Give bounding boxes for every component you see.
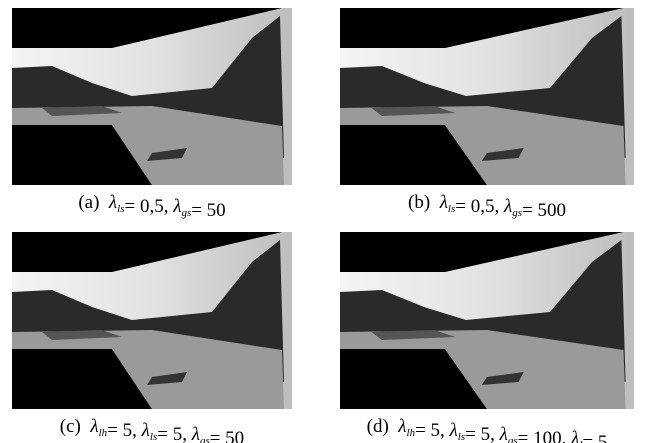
caption-text: = 50 xyxy=(191,200,225,221)
panorama-image xyxy=(340,8,634,185)
caption-text: λ xyxy=(172,196,181,217)
subscript: gs xyxy=(181,207,191,219)
subscript: ls xyxy=(458,431,465,443)
caption-text: λ xyxy=(499,424,508,443)
caption-text: = 5, xyxy=(157,424,191,443)
figure: (a) λls= 0,5, λgs= 50(b) λls= 0,5, λgs= … xyxy=(0,0,656,443)
caption-text: = 5, xyxy=(107,420,141,441)
caption: (d) λlh= 5, λls= 5, λgs= 100, λl= 5 xyxy=(367,416,608,443)
caption: (c) λlh= 5, λls= 5, λgs= 50 xyxy=(60,416,244,443)
panorama-image xyxy=(12,232,292,409)
caption-text: = 50 xyxy=(210,428,244,443)
caption-text: = 100, xyxy=(518,428,571,443)
caption-text: = 5, xyxy=(415,420,449,441)
caption-text: λ xyxy=(141,420,150,441)
caption-text: λ xyxy=(397,416,406,437)
caption-text: = 0,5, xyxy=(455,196,504,217)
caption-text: λ xyxy=(191,424,200,443)
panorama-image xyxy=(340,232,634,409)
space xyxy=(99,192,109,213)
caption: (b) λls= 0,5, λgs= 500 xyxy=(408,192,566,221)
caption-text: = 5 xyxy=(582,432,607,443)
caption-text: λ xyxy=(108,192,117,213)
subscript: gs xyxy=(508,435,518,443)
space xyxy=(81,416,91,437)
caption-text: = 5, xyxy=(465,424,499,443)
panel-label: (b) xyxy=(408,192,430,213)
subscript: ls xyxy=(448,203,455,215)
panel-label: (a) xyxy=(78,192,99,213)
space xyxy=(430,192,440,213)
subscript: gs xyxy=(512,207,522,219)
caption-text: = 0,5, xyxy=(124,196,173,217)
caption-text: λ xyxy=(449,420,458,441)
subscript: ls xyxy=(117,203,124,215)
caption-text: λ xyxy=(89,416,98,437)
panel-label: (d) xyxy=(367,416,389,437)
space xyxy=(389,416,399,437)
subscript: ls xyxy=(150,431,157,443)
panorama-image xyxy=(12,8,292,185)
caption-text: λ xyxy=(439,192,448,213)
caption-text: λ xyxy=(570,428,579,443)
panel-label: (c) xyxy=(60,416,81,437)
subscript: gs xyxy=(200,435,210,443)
caption-text: λ xyxy=(503,196,512,217)
caption: (a) λls= 0,5, λgs= 50 xyxy=(78,192,225,221)
caption-text: = 500 xyxy=(522,200,566,221)
